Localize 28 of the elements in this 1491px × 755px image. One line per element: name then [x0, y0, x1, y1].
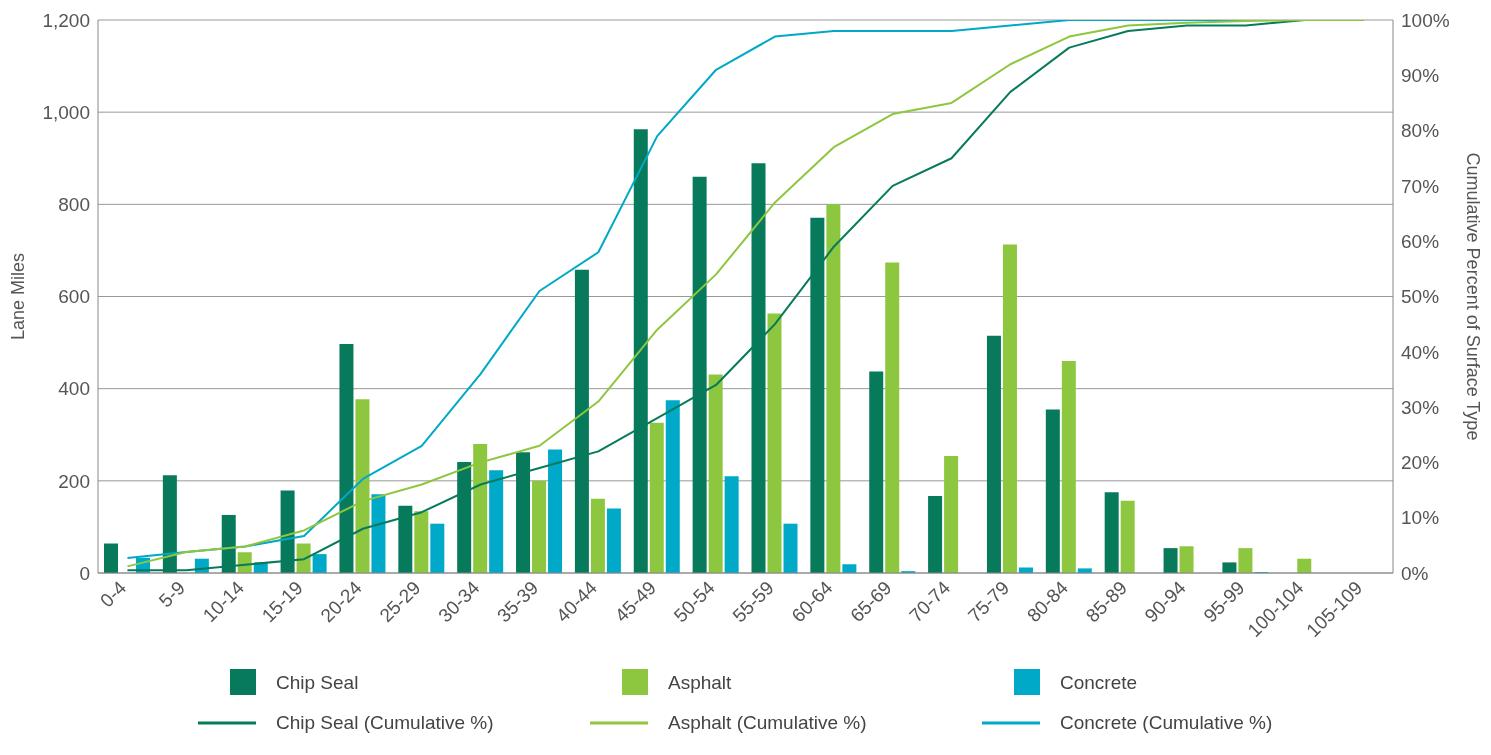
y2-tick-label: 40%	[1401, 341, 1440, 363]
y-tick-label: 600	[58, 286, 90, 308]
y-tick-label: 0	[79, 562, 90, 584]
y2-tick-label: 70%	[1401, 175, 1440, 197]
legend-label: Concrete	[1060, 672, 1138, 694]
y2-tick-label: 20%	[1401, 452, 1440, 474]
legend-label: Chip Seal (Cumulative %)	[276, 712, 494, 734]
legend-label: Concrete (Cumulative %)	[1060, 712, 1273, 734]
y2-axis-title: Cumulative Percent of Surface Type	[1462, 152, 1483, 441]
x-tick-label: 0-4	[95, 576, 131, 612]
y-tick-label: 200	[58, 470, 90, 492]
y-tick-label: 800	[58, 194, 90, 216]
legend-label: Chip Seal	[276, 672, 359, 694]
y2-tick-label: 90%	[1401, 65, 1440, 87]
y2-tick-label: 10%	[1401, 507, 1440, 529]
y-tick-label: 1,200	[42, 9, 90, 31]
legend-label: Asphalt	[668, 672, 732, 694]
y2-tick-label: 0%	[1401, 562, 1429, 584]
y2-tick-label: 100%	[1401, 9, 1450, 31]
y2-tick-label: 50%	[1401, 286, 1440, 308]
y2-tick-label: 80%	[1401, 120, 1440, 142]
y-tick-label: 400	[58, 378, 90, 400]
legend-label: Asphalt (Cumulative %)	[668, 712, 867, 734]
x-tick-label: 5-9	[154, 576, 190, 612]
y2-tick-label: 60%	[1401, 230, 1440, 252]
y-tick-label: 1,000	[42, 101, 90, 123]
y-axis-title: Lane Miles	[8, 252, 29, 341]
y2-tick-label: 30%	[1401, 396, 1440, 418]
